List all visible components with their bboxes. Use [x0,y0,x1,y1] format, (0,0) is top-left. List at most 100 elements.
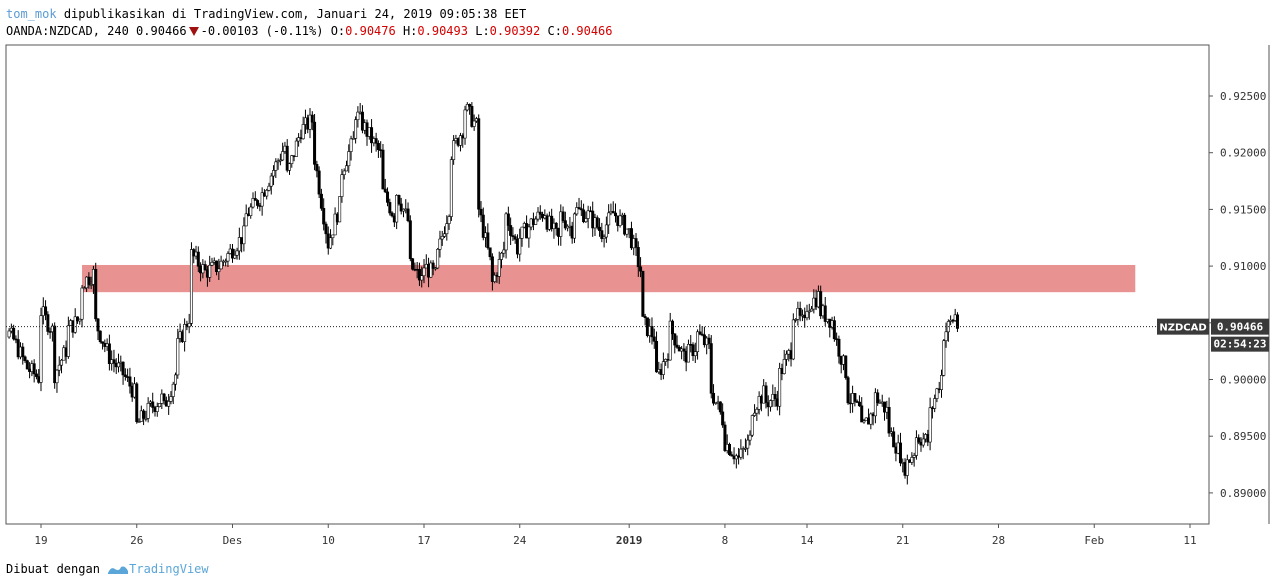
candle-body [940,375,944,390]
x-tick-label: 11 [1183,534,1196,547]
candle-body [269,175,273,187]
low-value: 0.90392 [489,24,541,38]
candle-body [905,459,909,476]
candle-body [490,256,494,282]
candle-body [928,407,932,443]
candle-body [249,206,253,216]
candle-body [869,413,873,425]
candle-body [53,325,57,384]
candle-body [639,266,643,272]
candle-body [146,402,150,419]
candle-body [78,318,82,322]
candle-body [233,254,237,259]
candle-body [265,190,269,197]
candle-body [351,138,355,140]
candle-body [668,320,672,361]
candle-body [347,151,351,167]
candle-body [189,249,193,324]
candle-body [944,331,948,341]
candle-body [171,383,175,397]
candle-body [208,264,212,278]
low-label: L: [475,24,490,38]
candle-body [554,222,558,229]
candle-body [718,401,722,413]
candle-body [579,208,583,211]
candle-body [465,104,469,111]
candle-body [278,159,282,162]
candle-body [354,119,358,139]
candle-body [844,355,848,378]
candle-body [340,174,344,197]
candle-body [117,362,121,368]
candle-body [397,194,401,205]
candle-body [356,111,360,121]
candle-body [661,361,665,375]
candle-body [559,211,563,237]
candle-body [561,211,565,221]
candle-body [158,403,162,408]
candle-body [167,401,171,407]
candle-body [832,320,836,340]
candle-body [383,188,387,193]
candle-body [652,336,656,342]
candle-body [217,268,221,272]
x-tick-label: 14 [800,534,814,547]
last-price-label: 0.90466 [1217,321,1264,334]
candle-body [584,218,588,223]
candle-body [256,200,260,206]
tradingview-logo-icon[interactable] [107,563,129,578]
candle-body [443,233,447,237]
countdown-label: 02:54:23 [1214,338,1267,351]
candle-body [892,431,896,448]
author-link[interactable]: tom_mok [6,7,57,21]
candle-body [429,262,433,278]
candle-body [395,194,399,223]
candle-body [55,369,59,384]
candle-body [691,344,695,357]
candle-body [629,228,633,249]
candle-body [500,252,504,260]
candle-body [66,325,70,357]
candle-body [123,374,127,377]
candle-body [417,269,421,281]
price-chart[interactable]: 0.925000.920000.915000.910000.905000.900… [0,0,1274,560]
candle-body [169,396,173,402]
candle-body [46,314,50,332]
candle-body [509,225,513,236]
candle-body [942,340,946,376]
candle-body [686,344,690,363]
tradingview-brand[interactable]: TradingView [129,562,209,576]
candle-body [75,316,79,322]
candle-body [643,316,647,319]
candle-body [317,170,321,195]
candle-body [563,220,567,229]
candle-body [721,411,725,426]
candle-body [534,218,538,225]
candle-body [94,269,98,320]
candle-body [294,140,298,157]
candle-body [673,333,677,346]
candle-body [493,274,497,282]
candle-body [730,454,734,457]
candle-body [860,405,864,423]
candle-body [388,202,392,214]
candle-body [595,217,599,228]
candle-body [57,364,61,371]
countdown-tag [1211,336,1269,352]
candle-body [755,408,759,414]
candle-body [955,314,959,329]
candle-body [226,253,230,262]
candle-body [219,260,223,270]
candle-body [611,211,615,214]
candle-body [575,207,579,215]
candle-body [251,198,255,208]
candle-body [746,439,750,449]
candle-body [472,120,476,127]
candle-body [338,196,342,223]
resistance-zone[interactable] [82,264,1136,293]
ohlc-line: OANDA:NZDCAD, 240 0.90466 -0.00103 (-0.11… [6,23,613,40]
candle-body [538,211,542,215]
candle-body [823,305,827,322]
candle-body [374,138,378,144]
candle-body [224,260,228,263]
